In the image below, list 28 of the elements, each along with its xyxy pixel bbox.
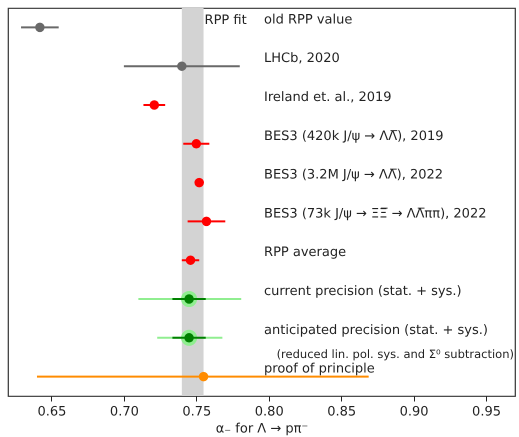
x-tick-label: 0.85 — [327, 404, 356, 420]
x-tick-label: 0.65 — [37, 404, 66, 420]
y-tick-label: RPP average — [264, 245, 346, 260]
y-tick-label: LHCb, 2020 — [264, 51, 340, 66]
y-tick-label: Ireland et. al., 2019 — [264, 90, 392, 105]
x-axis-title: α₋ for Λ → pπ⁻ — [216, 422, 308, 436]
annotation: (reduced lin. pol. sys. and Σ⁰ subtraction) — [276, 346, 514, 361]
point — [177, 61, 187, 71]
y-tick-label: old RPP value — [264, 12, 352, 28]
y-tick-label: BES3 (420k J/ψ → ΛΛ̅), 2019 — [264, 128, 444, 144]
y-tick-label: current precision (stat. + sys.) — [264, 284, 462, 299]
point — [198, 372, 208, 382]
point — [150, 100, 160, 110]
x-tick-label: 0.80 — [254, 404, 284, 420]
point — [35, 22, 45, 32]
y-tick-label: BES3 (3.2M J/ψ → ΛΛ̅), 2022 — [264, 168, 444, 183]
x-tick-label: 0.90 — [400, 404, 429, 420]
point — [202, 216, 212, 226]
x-tick-label: 0.95 — [472, 404, 502, 420]
y-tick-label: proof of principle — [264, 362, 375, 377]
x-tick-label: 0.70 — [110, 404, 139, 420]
band-label: RPP fit — [204, 13, 247, 28]
y-tick-label: anticipated precision (stat. + sys.) — [264, 322, 488, 338]
x-tick-label: 0.75 — [182, 404, 212, 420]
point — [186, 255, 196, 265]
point — [194, 178, 204, 188]
y-tick-label: BES3 (73k J/ψ → ΞΞ̅ → ΛΛ̅ππ), 2022 — [264, 206, 487, 222]
point — [192, 139, 202, 149]
